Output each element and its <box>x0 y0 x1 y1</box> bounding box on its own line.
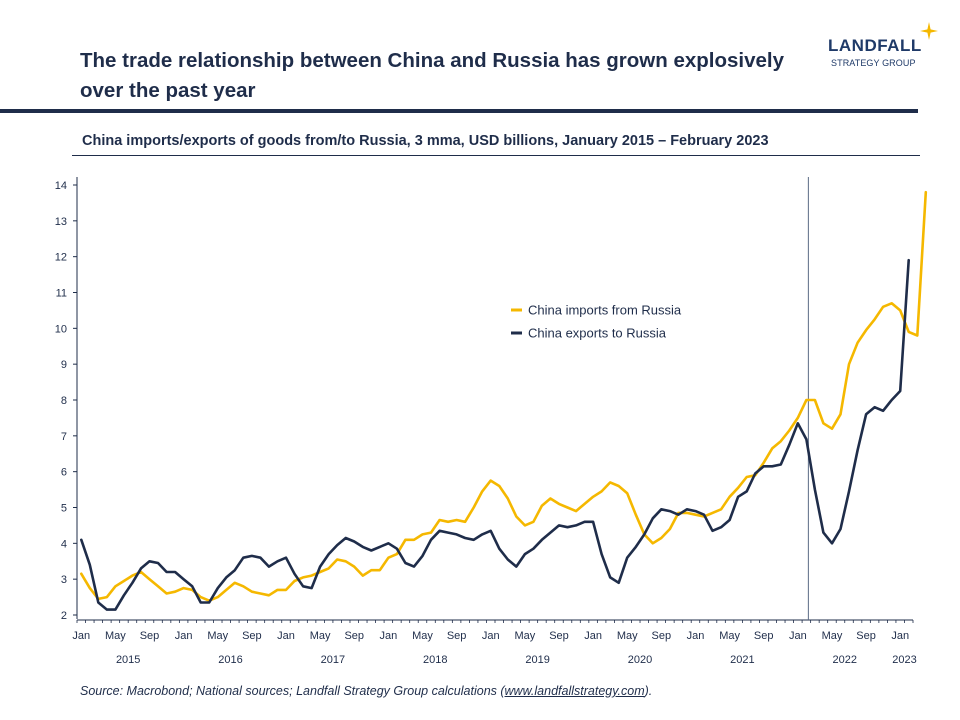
x-tick-label: Jan <box>789 630 807 642</box>
year-label: 2021 <box>730 654 754 666</box>
x-tick-label: Sep <box>344 630 364 642</box>
chart-page-title: The trade relationship between China and… <box>80 49 785 102</box>
plot-area <box>80 177 928 620</box>
source-link[interactable]: www.landfallstrategy.com <box>504 684 645 698</box>
year-label: 2017 <box>321 654 345 666</box>
exports-series-line <box>80 258 911 611</box>
source-suffix: ). <box>644 684 653 698</box>
x-tick-label: Jan <box>379 630 397 642</box>
x-tick-label: Jan <box>891 630 909 642</box>
chart-title-underline <box>72 155 920 156</box>
y-tick-label: 13 <box>55 216 67 228</box>
x-tick-label: Sep <box>242 630 262 642</box>
imports-series-line <box>80 190 928 603</box>
y-axis: 2 3 4 5 6 7 8 9 10 11 12 13 14 <box>55 177 78 622</box>
source-note: Source: Macrobond; National sources; Lan… <box>80 684 652 698</box>
x-tick-label: May <box>514 630 535 642</box>
x-tick-label: Jan <box>687 630 705 642</box>
x-tick-label: Jan <box>482 630 500 642</box>
y-tick-label: 10 <box>55 323 67 335</box>
x-tick-label: Jan <box>277 630 295 642</box>
logo-tagline: STRATEGY GROUP <box>831 58 916 68</box>
x-tick-label: May <box>412 630 433 642</box>
y-tick-label: 12 <box>55 252 67 264</box>
x-tick-label: May <box>310 630 331 642</box>
y-tick-label: 4 <box>61 538 67 550</box>
source-text: Source: Macrobond; National sources; Lan… <box>80 684 505 698</box>
year-label: 2020 <box>628 654 652 666</box>
x-tick-label: May <box>719 630 740 642</box>
y-tick-label: 3 <box>61 574 67 586</box>
y-tick-label: 14 <box>55 180 67 192</box>
legend-label: China exports to Russia <box>528 326 667 341</box>
year-label: 2018 <box>423 654 447 666</box>
year-label: 2019 <box>525 654 549 666</box>
year-label: 2022 <box>833 654 857 666</box>
chart-title: China imports/exports of goods from/to R… <box>82 133 769 149</box>
legend-label: China imports from Russia <box>528 303 682 318</box>
x-tick-label: Sep <box>754 630 774 642</box>
x-tick-label: Sep <box>652 630 672 642</box>
y-tick-label: 5 <box>61 503 67 515</box>
x-tick-label: May <box>207 630 228 642</box>
year-label: 2023 <box>892 654 916 666</box>
x-tick-label: Jan <box>72 630 90 642</box>
x-tick-label: May <box>105 630 126 642</box>
y-tick-label: 9 <box>61 359 67 371</box>
x-tick-label: Sep <box>549 630 569 642</box>
x-tick-label: Jan <box>175 630 193 642</box>
landfall-logo: LANDFALL STRATEGY GROUP <box>828 22 938 72</box>
year-label: 2015 <box>116 654 140 666</box>
logo-wordmark: LANDFALL <box>828 36 922 55</box>
x-tick-label: Sep <box>856 630 876 642</box>
x-tick-label: Sep <box>447 630 467 642</box>
x-tick-label: Sep <box>140 630 160 642</box>
year-label: 2016 <box>218 654 242 666</box>
y-tick-label: 11 <box>56 288 67 300</box>
x-tick-label: Jan <box>584 630 602 642</box>
y-tick-label: 6 <box>61 467 67 479</box>
x-axis: Jan May Sep Jan May Sep Jan May Sep Jan May Sep Jan M… <box>72 619 917 666</box>
star-icon <box>920 22 938 40</box>
x-tick-label: May <box>822 630 843 642</box>
y-tick-label: 8 <box>61 395 67 407</box>
x-tick-label: May <box>617 630 638 642</box>
y-tick-label: 2 <box>61 610 67 622</box>
legend: China imports from Russia China exports t… <box>511 303 682 341</box>
y-tick-label: 7 <box>61 431 67 443</box>
header-divider <box>0 109 918 113</box>
